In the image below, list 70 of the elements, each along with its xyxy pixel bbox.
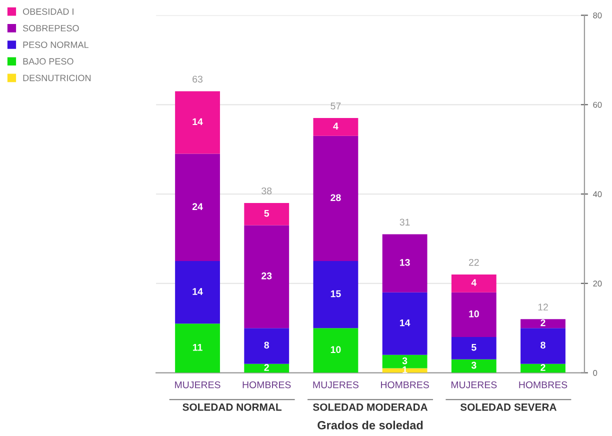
bar xyxy=(175,324,220,373)
total-label: 22 xyxy=(468,258,479,266)
bar xyxy=(451,292,496,338)
bar xyxy=(244,364,290,373)
bar xyxy=(175,154,220,262)
data-label: 10 xyxy=(469,310,479,318)
data-label: 3 xyxy=(402,357,408,364)
bar xyxy=(451,337,496,360)
y-tick-label: 20 xyxy=(593,280,602,286)
bar xyxy=(451,274,496,292)
data-label: 23 xyxy=(262,272,272,280)
x-tick-label: MUJERES xyxy=(175,381,220,388)
data-label: 4 xyxy=(471,279,477,286)
legend-label: SOBREPESO xyxy=(22,25,79,32)
legend-label: DESNUTRICION xyxy=(23,74,91,82)
data-label: 4 xyxy=(333,122,338,130)
bar xyxy=(382,292,428,355)
y-tick-label: 80 xyxy=(593,12,602,18)
bar xyxy=(520,364,566,373)
data-label: 1 xyxy=(402,366,408,374)
legend-label: PESO NORMAL xyxy=(23,42,88,48)
data-label: 15 xyxy=(330,290,341,298)
y-tick-label: 0 xyxy=(593,370,598,376)
data-label: 8 xyxy=(264,342,270,349)
data-label: 24 xyxy=(192,203,203,210)
x-tick-label: HOMBRES xyxy=(242,381,291,388)
x-axis-title: Grados de soledad xyxy=(318,420,423,430)
bar xyxy=(313,328,358,373)
data-label: 2 xyxy=(264,364,269,371)
bar xyxy=(520,319,566,328)
bar xyxy=(451,359,496,373)
text: SOLEDAD NORMAL xyxy=(182,403,282,411)
bar xyxy=(520,328,566,364)
x-tick-label: HOMBRES xyxy=(381,381,429,388)
x-tick-label: MUJERES xyxy=(451,381,497,388)
data-label: 5 xyxy=(472,344,476,351)
x-tick-label: MUJERES xyxy=(313,381,358,388)
data-label: 14 xyxy=(192,118,203,126)
bar xyxy=(313,136,358,262)
total-label: 63 xyxy=(192,76,202,83)
data-label: 11 xyxy=(192,344,202,351)
legend-label: OBESIDAD I xyxy=(22,8,74,15)
data-label: 2 xyxy=(540,364,546,371)
bar xyxy=(244,202,290,226)
data-label: 5 xyxy=(264,210,270,217)
data-label: 3 xyxy=(471,362,476,369)
data-label: 10 xyxy=(330,346,341,354)
data-label: 14 xyxy=(192,288,203,295)
legend-label: BAJO PESO xyxy=(23,58,74,65)
x-tick-label: HOMBRES xyxy=(519,381,568,388)
bar xyxy=(244,328,290,364)
y-tick-label: 40 xyxy=(592,191,602,198)
bar xyxy=(313,118,358,136)
text: SOLEDAD MODERADA xyxy=(312,403,428,411)
data-label: 8 xyxy=(540,342,546,349)
total-label: 38 xyxy=(262,187,272,194)
total-label: 12 xyxy=(538,304,548,310)
data-label: 13 xyxy=(400,259,410,266)
bar xyxy=(313,261,358,328)
data-label: 14 xyxy=(400,319,410,326)
data-label: 28 xyxy=(330,194,341,202)
bar xyxy=(175,91,220,154)
y-tick-label: 60 xyxy=(593,102,602,108)
total-label: 57 xyxy=(330,102,341,110)
bar xyxy=(382,234,428,292)
total-label: 31 xyxy=(400,218,410,226)
bar xyxy=(175,261,220,324)
bar xyxy=(244,225,290,328)
text: SOLEDAD SEVERA xyxy=(460,403,557,411)
data-label: 2 xyxy=(540,319,546,326)
